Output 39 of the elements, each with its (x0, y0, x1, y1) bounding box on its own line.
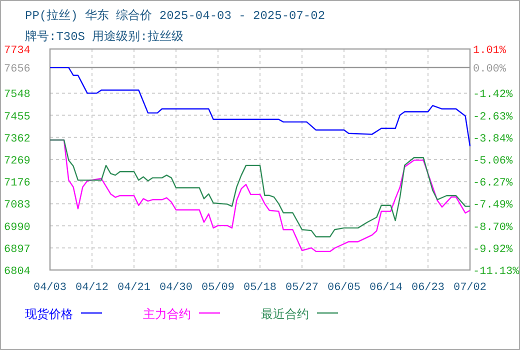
y2-tick-label: 1.01% (473, 45, 506, 57)
x-tick-label: 05/18 (243, 282, 277, 294)
x-tick-label: 06/14 (369, 282, 403, 294)
y2-tick-label: -9.92% (473, 244, 514, 256)
y2-tick-label: -6.27% (473, 178, 514, 190)
line-series (49, 66, 471, 147)
y2-tick-label: -11.13% (473, 266, 520, 278)
y-tick-label: 7176 (4, 178, 30, 190)
y-tick-label: 7455 (4, 111, 30, 124)
y2-tick-label: 0.00% (473, 63, 506, 76)
y2-tick-label: -8.70% (473, 222, 514, 234)
y-tick-label: 7362 (4, 133, 30, 146)
x-tick-label: 04/12 (75, 282, 109, 294)
x-tick-label: 06/23 (411, 282, 445, 294)
y-tick-label: 7548 (4, 89, 30, 102)
legend-label: 现货价格 (25, 308, 73, 322)
chart-subtitle: 牌号:T30S 用途级别:拉丝级 (25, 30, 184, 44)
y2-tick-label: -5.06% (473, 156, 514, 168)
y2-tick-label: -3.84% (473, 133, 514, 146)
chart-title: PP(拉丝) 华东 综合价 2025-04-03 - 2025-07-02 (25, 8, 326, 23)
legend-label: 最近合约 (261, 308, 309, 322)
x-tick-label: 04/21 (117, 282, 151, 294)
x-tick-label: 05/09 (201, 282, 235, 294)
x-tick-label: 05/27 (285, 282, 319, 294)
y-tick-label: 7269 (4, 156, 30, 168)
x-tick-label: 06/05 (327, 282, 361, 294)
x-tick-label: 04/30 (159, 282, 193, 294)
y-tick-label: 7656 (4, 64, 30, 76)
y-tick-label: 6897 (4, 244, 30, 256)
y-tick-label: 7083 (4, 200, 30, 212)
x-tick-label: 04/03 (33, 282, 67, 294)
y-tick-label: 6804 (4, 266, 31, 278)
y2-tick-label: -1.42% (473, 89, 514, 102)
y2-tick-label: -2.63% (473, 111, 514, 124)
y-tick-label: 6990 (4, 222, 30, 234)
y-tick-label: 7734 (4, 45, 31, 57)
y2-tick-label: -7.49% (473, 200, 514, 212)
legend-label: 主力合约 (143, 307, 191, 322)
x-tick-label: 07/02 (453, 282, 487, 294)
